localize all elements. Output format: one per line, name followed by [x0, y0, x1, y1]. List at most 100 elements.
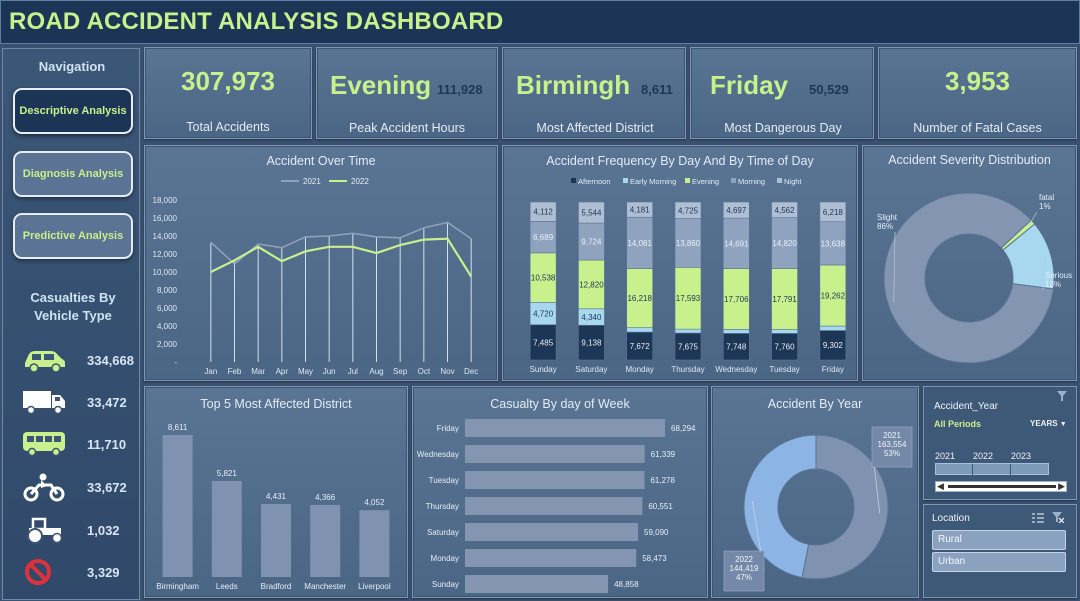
total-accidents-label: Total Accidents: [186, 120, 270, 134]
bar-value-label: 14,820: [772, 239, 797, 248]
bar-segment-morning: [771, 217, 798, 269]
y-tick-label: 18,000: [153, 196, 178, 205]
series-line-2022: [210, 237, 473, 278]
navigation-panel: Navigation Descriptive Analysis Diagnosi…: [2, 48, 140, 600]
vehicle-row-motorcycle: 33,672: [21, 472, 141, 504]
bar-segment-early-morning: [819, 325, 847, 331]
x-tick-label: Jun: [323, 367, 336, 376]
scroll-right-icon[interactable]: ▶: [1058, 481, 1065, 491]
bar-value-label: 7,760: [775, 343, 796, 352]
x-tick-label: Sep: [393, 367, 408, 376]
navigation-title: Navigation: [38, 59, 106, 74]
prohibited-icon: [25, 559, 51, 585]
filter-icon[interactable]: [1057, 391, 1067, 401]
bar-value-label: 12,820: [579, 280, 604, 289]
accident-by-year-panel: Accident By Year 2021 163,554 53% 2022 144,4…: [711, 386, 919, 598]
x-tick-label: Jan: [204, 367, 217, 376]
all-periods-label[interactable]: All Periods: [934, 419, 982, 429]
years-dropdown[interactable]: YEARS ▼: [1030, 419, 1067, 428]
bar: [465, 523, 639, 541]
y-tick-label: Saturday: [427, 528, 459, 537]
slice-label-2022: 47%: [736, 573, 752, 582]
leader-line: [1042, 256, 1046, 291]
slice-label-2021: 53%: [884, 449, 900, 458]
y-tick-label: 6,000: [157, 304, 178, 313]
scroll-thumb[interactable]: [948, 485, 1056, 488]
bar-segment-afternoon: [819, 330, 847, 361]
bus-casualties-value: 11,710: [87, 437, 127, 452]
peak-hours-count: 111,928: [437, 82, 483, 97]
bar-value-label: 9,302: [823, 341, 844, 350]
tractor-icon: [27, 517, 63, 544]
bar-segment-afternoon: [626, 331, 654, 361]
truck-casualties-value: 33,472: [87, 395, 127, 410]
legend-label: Morning: [738, 177, 765, 186]
chevron-down-icon: ▼: [1059, 421, 1067, 428]
slice-label-serious: Serious: [1045, 271, 1072, 280]
x-tick-label: Wednesday: [715, 365, 757, 374]
bar-segment-morning: [626, 216, 654, 269]
bar-segment-early-morning: [771, 329, 798, 334]
bar-value-label: 68,294: [671, 424, 696, 433]
frequency-day-time-panel: Accident Frequency By Day And By Time of…: [502, 145, 858, 381]
y-tick-label: Tuesday: [429, 476, 459, 485]
y-tick-label: Friday: [437, 424, 459, 433]
leader-line: [893, 231, 896, 303]
bar-segment-early-morning: [626, 327, 654, 333]
scroll-left-icon[interactable]: ◀: [937, 481, 944, 491]
diagnosis-analysis-button[interactable]: Diagnosis Analysis: [13, 151, 133, 197]
bar: [261, 503, 291, 577]
year-timeline-bar[interactable]: [935, 463, 1049, 476]
bar-segment-morning: [578, 222, 605, 261]
bar-value-label: 17,791: [772, 295, 797, 304]
kpi-dangerous-day: Friday 50,529 Most Dangerous Day: [690, 47, 874, 139]
bar-value-label: 58,473: [642, 554, 667, 563]
bar-segment-evening: [674, 267, 702, 330]
fatal-cases-value: 3,953: [944, 66, 1011, 96]
bar-value-label: 5,821: [217, 469, 238, 478]
bar-value-label: 8,611: [168, 423, 188, 432]
accident-over-time-chart: 2021 2022 - 2,000 4,000 6,000 8,000 10,000 12,00…: [153, 177, 479, 376]
bar-segment-evening: [819, 264, 847, 327]
bar-segment-early-morning: [722, 329, 750, 334]
descriptive-analysis-button[interactable]: Descriptive Analysis: [13, 88, 133, 134]
predictive-analysis-button[interactable]: Predictive Analysis: [13, 213, 133, 259]
year-label-2021: 2021: [935, 451, 956, 461]
bar-value-label: 7,675: [678, 343, 699, 352]
year-label-2022: 2022: [973, 451, 994, 461]
bar-segment-night: [529, 201, 557, 222]
years-label: YEARS: [1030, 419, 1058, 428]
x-tick-label: Saturday: [575, 365, 607, 374]
bar-value-label: 13,860: [676, 239, 701, 248]
bar-value-label: 19,262: [821, 292, 846, 301]
x-tick-label: Thursday: [671, 365, 704, 374]
timeline-scrollbar[interactable]: ◀ ▶: [935, 481, 1067, 492]
total-accidents-value: 307,973: [181, 66, 275, 96]
top5-district-panel: Top 5 Most Affected District 8,611 Birmin…: [144, 386, 408, 598]
kpi-fatal-cases: 3,953 Number of Fatal Cases: [878, 47, 1077, 139]
slice-label-fatal: fatal: [1039, 193, 1054, 202]
location-item-urban[interactable]: Urban: [932, 552, 1066, 572]
clear-filter-icon[interactable]: [1052, 512, 1064, 523]
x-tick-label: Bradford: [261, 582, 292, 591]
multi-select-icon[interactable]: [1032, 513, 1044, 523]
casualty-day-week-chart: Friday 68,294 Wednesday 61,339 Tuesday 61,278…: [417, 419, 696, 593]
y-tick-label: Wednesday: [417, 450, 459, 459]
slice-label-2022: 2022: [735, 555, 753, 564]
legend-swatch: [623, 178, 628, 183]
bar-segment-evening: [626, 268, 654, 328]
legend-label-2021: 2021: [303, 177, 321, 186]
label-box: [723, 550, 765, 592]
motorcycle-icon: [23, 473, 65, 502]
accident-by-year-title: Accident By Year: [767, 397, 863, 411]
bar-segment-night: [578, 201, 605, 224]
bar-value-label: 59,090: [644, 528, 669, 537]
x-tick-label: Aug: [369, 367, 383, 376]
bar-segment-afternoon: [529, 324, 557, 361]
year-slicer-panel: Accident_Year All Periods YEARS ▼ 2021 2…: [923, 386, 1077, 500]
location-item-rural[interactable]: Rural: [932, 530, 1066, 550]
vehicle-row-car: 334,668: [21, 345, 141, 377]
y-tick-label: 14,000: [153, 232, 178, 241]
bar: [211, 481, 242, 577]
x-tick-label: Leeds: [216, 582, 238, 591]
